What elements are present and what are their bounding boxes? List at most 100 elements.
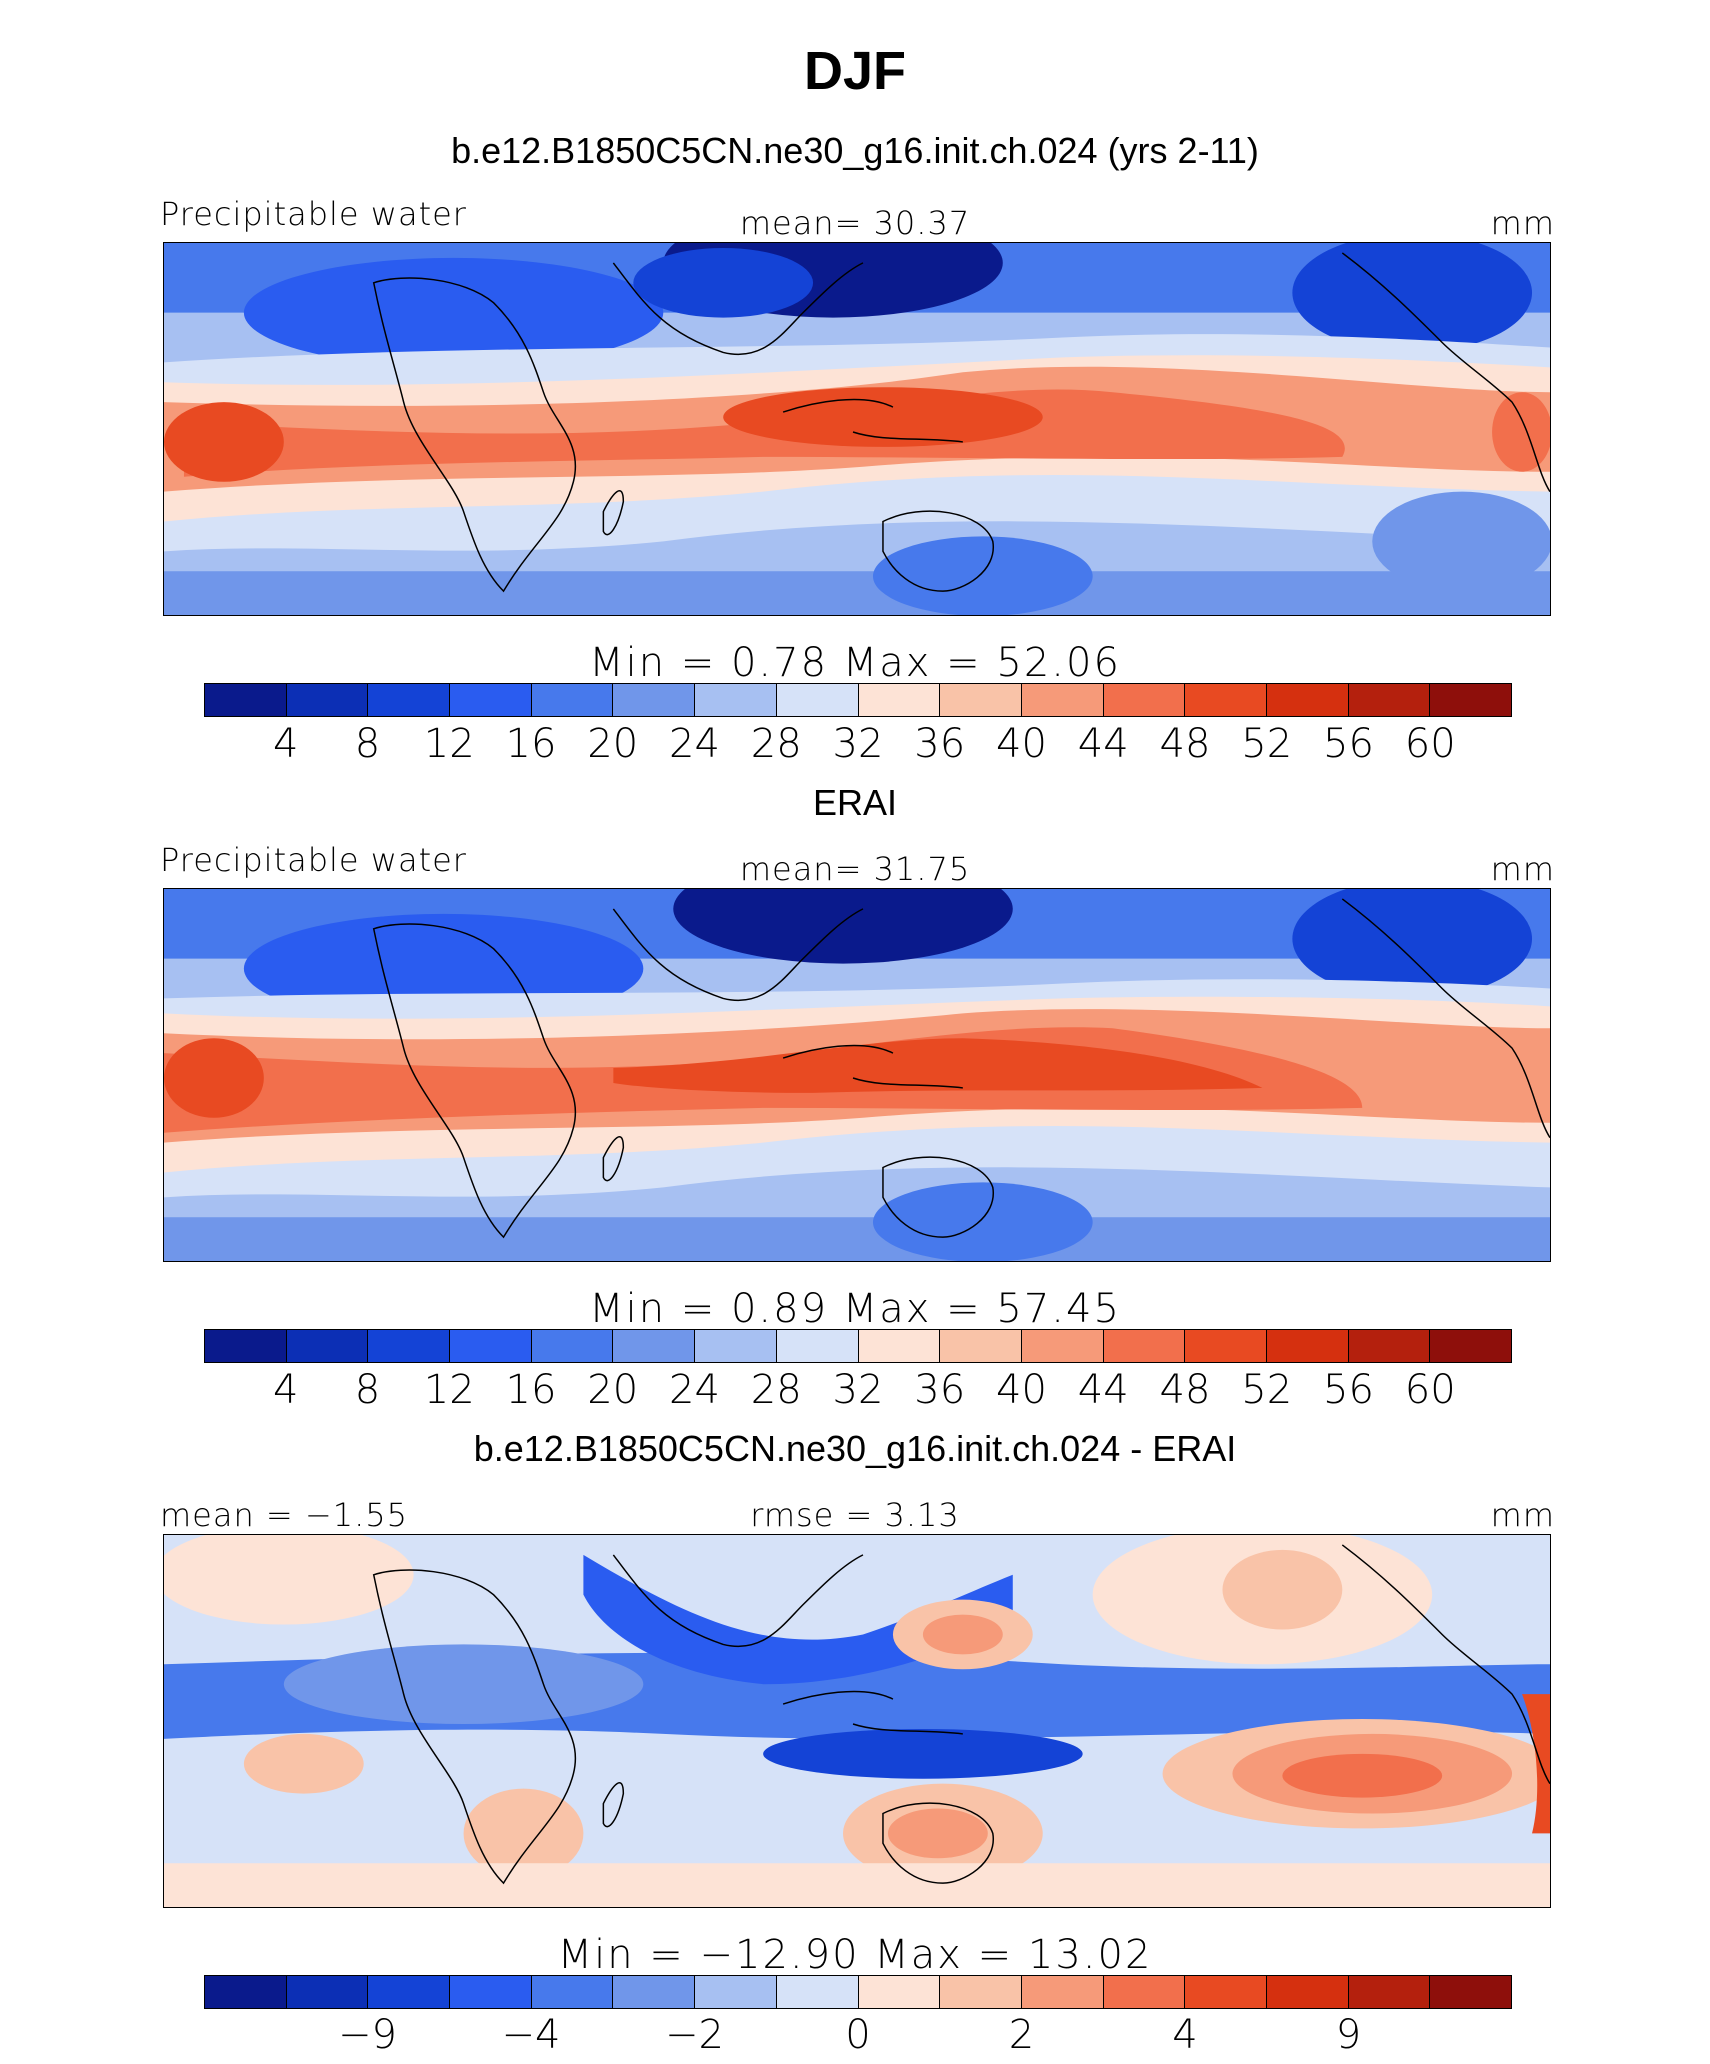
colorbar-swatch [1185,1330,1267,1362]
colorbar-tick-label: 28 [750,721,802,767]
colorbar-swatch [1430,684,1511,716]
panel-1-title: b.e12.B1850C5CN.ne30_g16.init.ch.024 (yr… [451,130,1259,171]
colorbar-tick-label: 4 [273,721,299,767]
colorbar-swatch [1103,684,1186,716]
colorbar-swatch [1103,1330,1186,1362]
colorbar-swatch [1103,1976,1186,2008]
colorbar-swatch [858,684,941,716]
colorbar-tick-label: 52 [1241,721,1293,767]
panel-3-map [163,1534,1551,1908]
colorbar-tick-label: 16 [505,721,557,767]
colorbar-tick-label: 48 [1159,1367,1211,1413]
panel-2-title: ERAI [812,782,898,823]
panel-1-mean-label: mean= 30.37 [739,204,971,242]
colorbar-tick-label: 32 [832,1367,884,1413]
colorbar-swatch [450,1976,532,2008]
colorbar-swatch [1185,1976,1267,2008]
panel-2-colorbar [204,1329,1512,1363]
colorbar-swatch [940,684,1022,716]
colorbar-swatch [450,1330,532,1362]
colorbar-tick-label: 36 [914,1367,966,1413]
colorbar-swatch [1185,684,1267,716]
colorbar-swatch [368,1976,451,2008]
colorbar-tick-label: 20 [587,1367,639,1413]
colorbar-tick-label: 24 [669,721,720,767]
colorbar-swatch [450,684,532,716]
colorbar-swatch [1021,1976,1104,2008]
colorbar-swatch [1266,1976,1349,2008]
colorbar-swatch [940,1976,1022,2008]
colorbar-swatch [368,684,451,716]
panel-3-mean-label: mean = −1.55 [160,1496,408,1534]
colorbar-tick-label: 16 [505,1367,557,1413]
colorbar-swatch [613,684,696,716]
colorbar-tick-label: −2 [665,2012,724,2058]
panel-2-minmax: Min = 0.89 Max = 57.45 [589,1286,1121,1332]
panel-2-units-label: mm [1490,850,1555,888]
colorbar-tick-label: −4 [501,2012,561,2058]
colorbar-swatch [776,1976,859,2008]
colorbar-swatch [1348,1976,1431,2008]
colorbar-swatch [1430,1976,1511,2008]
colorbar-tick-label: 56 [1323,721,1374,767]
colorbar-tick-label: 44 [1077,1367,1129,1413]
colorbar-swatch [1266,684,1349,716]
colorbar-tick-label: 36 [914,721,966,767]
colorbar-swatch [531,1976,614,2008]
panel-2-variable-label: Precipitable water [160,841,467,879]
colorbar-swatch [205,684,287,716]
colorbar-swatch [286,1976,369,2008]
colorbar-swatch [858,1976,941,2008]
colorbar-swatch [776,684,859,716]
colorbar-swatch [1430,1330,1511,1362]
colorbar-swatch [286,1330,369,1362]
colorbar-tick-label: 20 [587,721,639,767]
panel-3-units-label: mm [1490,1496,1555,1534]
panel-3-rmse-label: rmse = 3.13 [750,1496,960,1534]
colorbar-tick-label: 8 [354,1367,381,1413]
colorbar-tick-label: 2 [1008,2012,1035,2058]
colorbar-tick-label: 44 [1077,721,1129,767]
panel-2-map [163,888,1551,1262]
colorbar-swatch [776,1330,859,1362]
colorbar-tick-label: 32 [832,721,884,767]
panel-1-units-label: mm [1490,204,1555,242]
colorbar-swatch [531,1330,614,1362]
panel-1-minmax: Min = 0.78 Max = 52.06 [589,640,1121,686]
panel-2-mean-label: mean= 31.75 [739,850,971,888]
panel-1-map [163,242,1551,616]
colorbar-tick-label: 60 [1404,721,1456,767]
colorbar-tick-label: 12 [423,721,475,767]
panel-1-variable-label: Precipitable water [160,195,467,233]
colorbar-swatch [858,1330,941,1362]
colorbar-swatch [1348,684,1431,716]
colorbar-tick-label: 56 [1323,1367,1374,1413]
colorbar-swatch [368,1330,451,1362]
colorbar-tick-label: 4 [273,1367,299,1413]
panel-2-map-field [164,889,1550,1261]
panel-1-map-field [164,243,1550,615]
colorbar-swatch [1021,1330,1104,1362]
colorbar-swatch [286,684,369,716]
colorbar-tick-label: 60 [1404,1367,1456,1413]
panel-1-colorbar [204,683,1512,717]
figure-title: DJF [803,41,906,101]
colorbar-swatch [695,1976,777,2008]
colorbar-swatch [940,1330,1022,1362]
colorbar-tick-label: 24 [669,1367,720,1413]
panel-3-minmax: Min = −12.90 Max = 13.02 [557,1932,1153,1978]
panel-3-title: b.e12.B1850C5CN.ne30_g16.init.ch.024 - E… [473,1428,1237,1469]
panel-3-colorbar [204,1975,1512,2009]
colorbar-swatch [695,684,777,716]
colorbar-tick-label: 28 [750,1367,802,1413]
colorbar-tick-label: 52 [1241,1367,1293,1413]
colorbar-swatch [613,1976,696,2008]
colorbar-tick-label: 12 [423,1367,475,1413]
colorbar-swatch [613,1330,696,1362]
colorbar-swatch [1348,1330,1431,1362]
colorbar-swatch [695,1330,777,1362]
colorbar-tick-label: 40 [996,721,1047,767]
colorbar-tick-label: 9 [1335,2012,1362,2058]
colorbar-swatch [205,1976,287,2008]
colorbar-tick-label: 4 [1172,2012,1198,2058]
